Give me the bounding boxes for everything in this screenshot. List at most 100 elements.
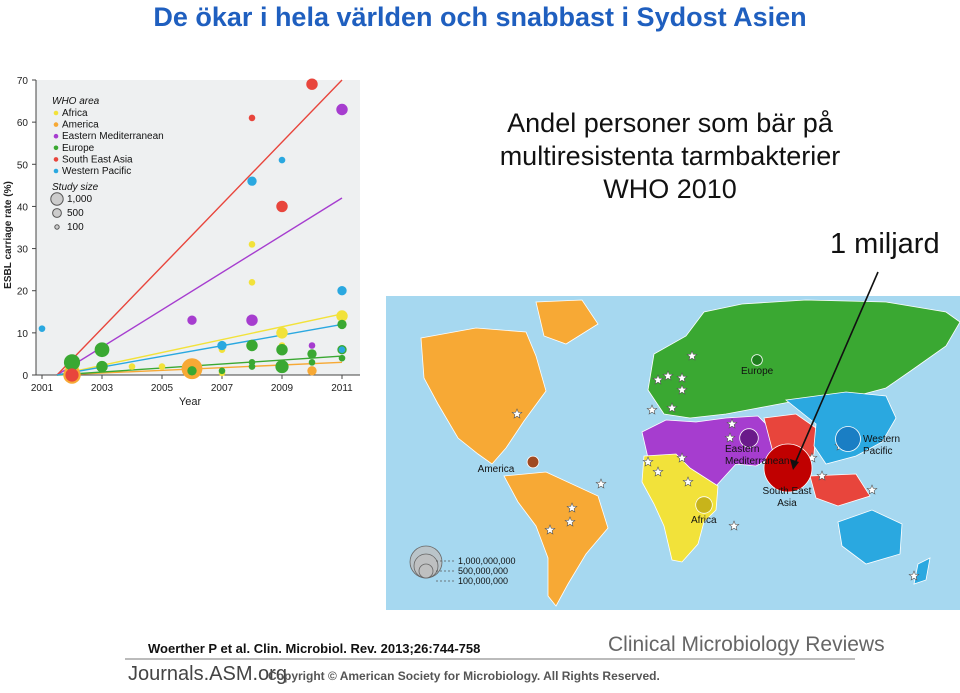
x-tick-label: 2009 [271, 383, 294, 394]
point-europe [63, 354, 81, 371]
study-star-icon [676, 452, 688, 463]
study-star-icon [676, 372, 688, 383]
point-eastern-mediterranean [336, 103, 348, 116]
x-tick-label: 2005 [151, 383, 174, 394]
study-star-icon [908, 570, 920, 581]
legend-label-western-pacific: Western Pacific [62, 166, 131, 177]
subtitle-line-3: WHO 2010 [603, 174, 737, 204]
study-star-icon [726, 418, 738, 429]
y-tick-label: 40 [17, 202, 29, 213]
point-south-east-asia [306, 78, 318, 90]
size-legend-label: 100 [67, 222, 84, 233]
legend-label-europe: Europe [62, 143, 95, 154]
point-eastern-mediterranean [308, 342, 316, 349]
x-tick-label: 2007 [211, 383, 234, 394]
x-tick-label: 2001 [31, 383, 54, 394]
copyright-text: Copyright © American Society for Microbi… [268, 669, 660, 683]
study-star-icon [682, 476, 694, 487]
legend-title: WHO area [52, 96, 100, 107]
point-western-pacific [247, 176, 257, 186]
y-tick-label: 30 [17, 245, 29, 256]
size-legend-value: 500,000,000 [458, 566, 508, 576]
legend-swatch-africa [53, 110, 59, 116]
size-legend-circle [418, 563, 434, 579]
point-south-east-asia [276, 200, 288, 213]
region-label-america: America [478, 464, 515, 475]
point-europe [276, 343, 288, 356]
point-eastern-mediterranean [246, 314, 258, 326]
y-tick-label: 10 [17, 329, 29, 340]
study-star-icon [652, 466, 664, 477]
region-label-eastern-mediterranean: Mediterranean [725, 456, 789, 467]
bubble-south-east-asia [763, 443, 813, 493]
legend-swatch-western-pacific [53, 168, 59, 174]
point-western-pacific [278, 156, 286, 164]
region-label-south-east-asia: South East [763, 486, 812, 497]
region-label-eastern-mediterranean: Eastern [725, 444, 759, 455]
study-star-icon [662, 370, 674, 381]
study-star-icon [666, 402, 678, 413]
y-tick-label: 0 [22, 371, 28, 382]
point-europe [337, 319, 347, 330]
y-tick-label: 20 [17, 287, 29, 298]
size-legend-title: Study size [52, 182, 99, 193]
study-star-icon [566, 502, 578, 513]
slide-title: De ökar i hela världen och snabbast i Sy… [153, 2, 807, 32]
point-western-pacific [38, 325, 46, 332]
subtitle-line-2: multiresistenta tarmbakterier [499, 141, 841, 171]
point-europe [338, 354, 346, 362]
scatter-chart: 0 10 20 30 40 50 60 70 2001 2003 2005 2007 2009 2011 Y… [0, 75, 365, 410]
bubble-america [526, 455, 540, 469]
size-legend-label: 500 [67, 208, 84, 219]
legend-label-america: America [62, 120, 99, 131]
study-star-icon [595, 478, 607, 489]
point-africa [128, 363, 136, 370]
region-label-africa: Africa [691, 515, 717, 526]
size-legend-circle [50, 192, 64, 206]
point-africa [276, 327, 288, 339]
region-label-western-pacific: Pacific [863, 446, 892, 457]
map-region-south-east-asia [809, 473, 871, 507]
point-europe [275, 359, 289, 374]
y-tick-label: 60 [17, 118, 29, 129]
legend-label-south-east-asia: South East Asia [62, 154, 133, 165]
point-europe [187, 366, 197, 376]
footer-divider [125, 658, 855, 660]
bubble-africa [695, 496, 713, 514]
citation: Woerther P et al. Clin. Microbiol. Rev. … [148, 641, 481, 656]
map-region-western-pacific [837, 509, 903, 565]
size-legend-circle [52, 208, 62, 218]
point-europe [94, 342, 110, 358]
point-europe [218, 367, 226, 375]
point-europe [246, 339, 258, 352]
point-africa [248, 241, 256, 248]
legend-swatch-europe [53, 145, 59, 151]
map-region-america [503, 471, 609, 607]
legend-label-africa: Africa [62, 108, 88, 119]
study-star-icon [728, 520, 740, 531]
study-star-icon [686, 350, 698, 361]
size-legend-circle [54, 224, 60, 230]
map-region-america [420, 327, 547, 465]
bubble-europe [751, 354, 763, 366]
point-south-east-asia [248, 114, 256, 122]
legend-swatch-eastern-mediterranean [53, 133, 59, 139]
plot-area [36, 80, 360, 375]
point-western-pacific [217, 340, 227, 351]
journal-logo: Clinical Microbiology Reviews [608, 633, 885, 656]
region-label-south-east-asia: Asia [777, 498, 797, 509]
point-europe [307, 349, 317, 359]
point-africa [336, 310, 348, 322]
study-star-icon [676, 384, 688, 395]
subtitle-line-1: Andel personer som bär på [507, 108, 833, 138]
point-africa [158, 363, 166, 370]
trend-line-south-east-asia [56, 79, 343, 376]
x-tick-label: 2003 [91, 383, 114, 394]
study-star-icon [724, 432, 736, 443]
map-region-america [535, 299, 599, 345]
region-label-western-pacific: Western [863, 434, 900, 445]
size-legend-value: 1,000,000,000 [458, 556, 516, 566]
size-legend-value: 100,000,000 [458, 576, 508, 586]
